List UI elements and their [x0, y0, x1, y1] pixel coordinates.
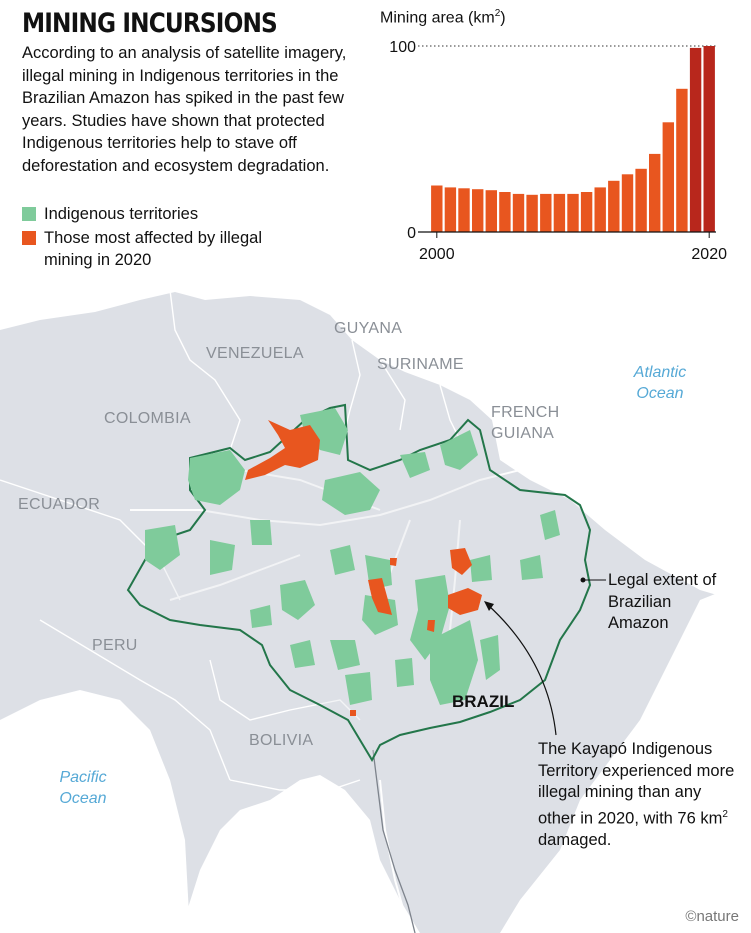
label-suriname: SURINAME [377, 356, 464, 373]
chart-xtick-label-0: 2000 [419, 246, 455, 263]
chart-bar-2006 [512, 193, 525, 232]
page-title: MINING INCURSIONS [22, 8, 278, 39]
munduruku-territory [368, 578, 392, 615]
chart-ytick-label-1: 100 [389, 39, 416, 56]
chart-bar-2019 [689, 47, 702, 233]
mining-area-chart: Mining area (km2) 0 100 2000 2020 [370, 0, 751, 272]
chart-bar-2002 [458, 188, 470, 232]
label-ecuador: ECUADOR [18, 496, 101, 513]
label-pacific-ocean: Pacific Ocean [59, 769, 107, 807]
annotation-kayapo: The Kayapó Indigenous Territory experien… [538, 740, 735, 849]
most-affected-territories [245, 420, 482, 716]
legend-label-affected: Those most affected by illegal mining in… [44, 229, 262, 269]
chart-bar-2017 [662, 122, 674, 232]
caribbean-sea-area [0, 0, 751, 400]
legend-swatch-green [22, 207, 36, 221]
indigenous-territories [145, 408, 560, 705]
atlantic-ocean-area [500, 592, 751, 933]
chart-bar-2015 [635, 168, 647, 232]
legal-extent-dot [580, 577, 586, 583]
chart-bar-2014 [621, 174, 634, 232]
legend-item-indigenous: Indigenous territories [22, 203, 274, 225]
legend-label-indigenous: Indigenous territories [44, 205, 199, 223]
chart-bar-2005 [499, 192, 511, 232]
nature-credit: ©nature [685, 908, 739, 925]
annotation-legal-extent: Legal extent of Brazilian Amazon [608, 571, 717, 632]
chart-bar-2010 [567, 193, 579, 232]
pacific-ocean-area [0, 690, 190, 933]
chart-bar-2012 [594, 187, 606, 232]
label-brazil: BRAZIL [452, 692, 515, 711]
chart-bar-2016 [649, 153, 661, 232]
yanomami-territory [245, 420, 320, 480]
label-venezuela: VENEZUELA [206, 345, 304, 362]
chart-bar-2004 [485, 190, 497, 232]
legend-swatch-orange [22, 231, 36, 245]
label-colombia: COLOMBIA [104, 410, 191, 427]
chart-bar-2009 [553, 193, 566, 232]
chart-svg: 0 100 2000 2020 [389, 39, 727, 263]
river-south [372, 749, 416, 933]
legend-item-affected: Those most affected by illegal mining in… [22, 227, 274, 271]
label-guyana: GUYANA [334, 320, 403, 337]
legend: Indigenous territories Those most affect… [22, 203, 274, 273]
chart-bar-2008 [540, 193, 552, 232]
chart-bar-2018 [676, 88, 688, 232]
label-french-guiana: FRENCH GUIANA [491, 404, 560, 442]
chart-bar-2007 [526, 194, 538, 232]
country-borders [0, 289, 461, 791]
intro-text: According to an analysis of satellite im… [22, 44, 347, 175]
chart-ytick-label-0: 0 [407, 225, 416, 242]
kayapo-arrow [487, 604, 557, 736]
legal-amazon-boundary [126, 403, 592, 763]
chart-bar-2000 [431, 185, 443, 232]
kayapo-arrowhead [484, 601, 494, 611]
chart-xtick-label-1: 2020 [691, 246, 727, 263]
chart-title: Mining area (km2) [380, 8, 506, 27]
chart-bar-2003 [472, 189, 484, 232]
chart-bar-2020 [703, 46, 715, 232]
label-bolivia: BOLIVIA [249, 732, 314, 749]
label-peru: PERU [92, 637, 138, 654]
chart-bar-2011 [580, 192, 593, 232]
kayapo-territory [448, 588, 482, 615]
chart-bar-2013 [608, 180, 620, 232]
chart-bar-2001 [444, 187, 457, 232]
label-atlantic-ocean: Atlantic Ocean [633, 364, 687, 402]
